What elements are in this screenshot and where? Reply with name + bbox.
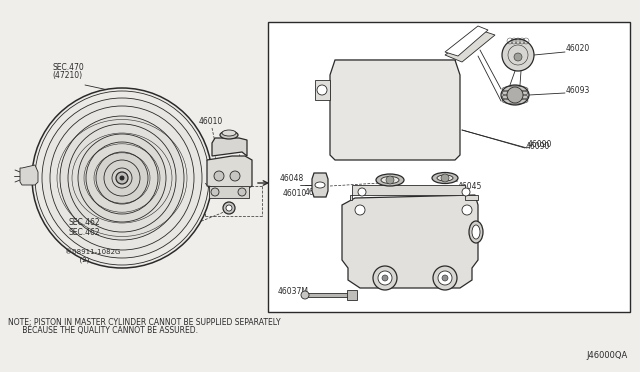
Text: 46090: 46090	[528, 140, 552, 148]
Polygon shape	[350, 185, 478, 200]
Circle shape	[116, 172, 128, 184]
Text: 46037M: 46037M	[278, 288, 309, 296]
Circle shape	[226, 205, 232, 211]
Circle shape	[386, 176, 394, 184]
Ellipse shape	[472, 225, 480, 239]
Ellipse shape	[222, 130, 236, 136]
Circle shape	[355, 205, 365, 215]
Text: 46010: 46010	[283, 189, 307, 198]
Polygon shape	[207, 156, 252, 190]
Circle shape	[223, 202, 235, 214]
Ellipse shape	[376, 174, 404, 186]
Circle shape	[514, 53, 522, 61]
Text: NOTE; PISTON IN MASTER CYLINDER CANNOT BE SUPPLIED SEPARATELY: NOTE; PISTON IN MASTER CYLINDER CANNOT B…	[8, 318, 280, 327]
Circle shape	[441, 174, 449, 182]
Circle shape	[442, 275, 448, 281]
Text: 46010: 46010	[199, 117, 223, 126]
Text: (2): (2)	[75, 257, 90, 263]
Ellipse shape	[381, 176, 399, 183]
Circle shape	[507, 87, 523, 103]
Circle shape	[214, 171, 224, 181]
Circle shape	[378, 271, 392, 285]
Text: SEC.470: SEC.470	[52, 63, 84, 72]
Polygon shape	[445, 26, 488, 56]
Ellipse shape	[501, 85, 529, 105]
Circle shape	[60, 116, 184, 240]
Polygon shape	[209, 186, 249, 198]
Polygon shape	[330, 60, 460, 160]
Text: 46048: 46048	[280, 174, 304, 183]
Circle shape	[462, 205, 472, 215]
Text: J46000QA: J46000QA	[587, 351, 628, 360]
Circle shape	[502, 39, 534, 71]
Bar	[268, 22, 630, 312]
Text: 46045: 46045	[305, 188, 330, 197]
Ellipse shape	[437, 175, 453, 181]
Circle shape	[382, 275, 388, 281]
Polygon shape	[445, 30, 495, 62]
Circle shape	[238, 188, 246, 196]
Ellipse shape	[220, 131, 238, 139]
Polygon shape	[20, 165, 38, 185]
Circle shape	[32, 88, 212, 268]
Text: 46090: 46090	[526, 141, 550, 151]
Circle shape	[373, 266, 397, 290]
Circle shape	[358, 188, 366, 196]
Circle shape	[42, 98, 202, 258]
Ellipse shape	[432, 173, 458, 183]
Circle shape	[317, 85, 327, 95]
Text: BECAUSE THE QUALITY CANNOT BE ASSURED.: BECAUSE THE QUALITY CANNOT BE ASSURED.	[8, 326, 198, 335]
Text: 46045: 46045	[458, 182, 483, 191]
Circle shape	[78, 134, 166, 222]
Polygon shape	[315, 80, 330, 100]
Text: SEC.462: SEC.462	[68, 218, 100, 227]
Text: ®08911-1082G: ®08911-1082G	[65, 249, 120, 255]
Circle shape	[462, 188, 470, 196]
Circle shape	[96, 152, 148, 204]
Text: 46020: 46020	[566, 44, 590, 52]
Ellipse shape	[469, 221, 483, 243]
Text: (47210): (47210)	[52, 71, 82, 80]
Circle shape	[120, 176, 124, 180]
Polygon shape	[347, 290, 357, 300]
Polygon shape	[305, 293, 350, 297]
Text: SEC.462: SEC.462	[68, 228, 100, 237]
Text: 46093: 46093	[566, 86, 590, 94]
Circle shape	[438, 271, 452, 285]
Circle shape	[301, 291, 309, 299]
Circle shape	[230, 171, 240, 181]
Polygon shape	[312, 173, 328, 197]
Circle shape	[211, 188, 219, 196]
Polygon shape	[342, 195, 478, 288]
Circle shape	[433, 266, 457, 290]
Ellipse shape	[315, 182, 325, 188]
Polygon shape	[212, 138, 247, 156]
